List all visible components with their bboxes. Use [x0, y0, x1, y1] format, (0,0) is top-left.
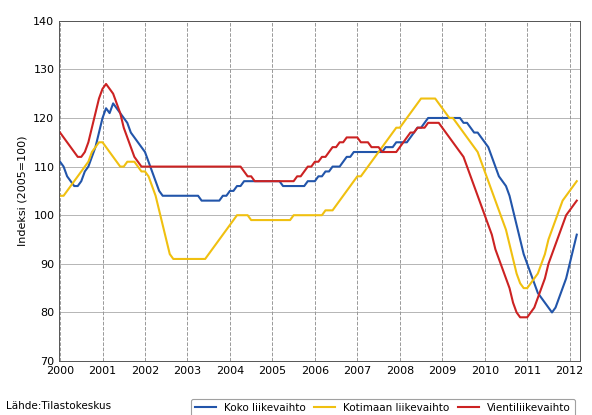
Vientiliikevaihto: [102, 81, 110, 86]
Vientiliikevaihto: [343, 135, 350, 140]
Vientiliikevaihto: [56, 130, 63, 135]
Koko liikevaihto: [343, 154, 350, 159]
Line: Kotimaan liikevaihto: Kotimaan liikevaihto: [60, 98, 577, 288]
Koko liikevaihto: [573, 232, 580, 237]
Kotimaan liikevaihto: [223, 227, 230, 232]
Vientiliikevaihto: [460, 154, 467, 159]
Koko liikevaihto: [110, 101, 117, 106]
Kotimaan liikevaihto: [195, 256, 202, 261]
Koko liikevaihto: [467, 125, 474, 130]
Vientiliikevaihto: [198, 164, 205, 169]
Line: Koko liikevaihto: Koko liikevaihto: [60, 103, 577, 312]
Kotimaan liikevaihto: [56, 193, 63, 198]
Kotimaan liikevaihto: [417, 96, 424, 101]
Kotimaan liikevaihto: [520, 286, 527, 290]
Text: Lähde:Tilastokeskus: Lähde:Tilastokeskus: [6, 401, 111, 411]
Koko liikevaihto: [460, 120, 467, 125]
Vientiliikevaihto: [517, 315, 524, 320]
Koko liikevaihto: [56, 159, 63, 164]
Koko liikevaihto: [417, 125, 424, 130]
Kotimaan liikevaihto: [414, 101, 421, 106]
Koko liikevaihto: [548, 310, 555, 315]
Legend: Koko liikevaihto, Kotimaan liikevaihto, Vientiliikevaihto: Koko liikevaihto, Kotimaan liikevaihto, …: [191, 399, 575, 415]
Kotimaan liikevaihto: [573, 179, 580, 184]
Kotimaan liikevaihto: [340, 193, 347, 198]
Koko liikevaihto: [198, 198, 205, 203]
Vientiliikevaihto: [226, 164, 233, 169]
Kotimaan liikevaihto: [467, 140, 474, 145]
Vientiliikevaihto: [417, 125, 424, 130]
Vientiliikevaihto: [573, 198, 580, 203]
Y-axis label: Indeksi (2005=100): Indeksi (2005=100): [18, 136, 28, 246]
Vientiliikevaihto: [467, 174, 474, 179]
Line: Vientiliikevaihto: Vientiliikevaihto: [60, 84, 577, 317]
Kotimaan liikevaihto: [460, 130, 467, 135]
Koko liikevaihto: [226, 188, 233, 193]
